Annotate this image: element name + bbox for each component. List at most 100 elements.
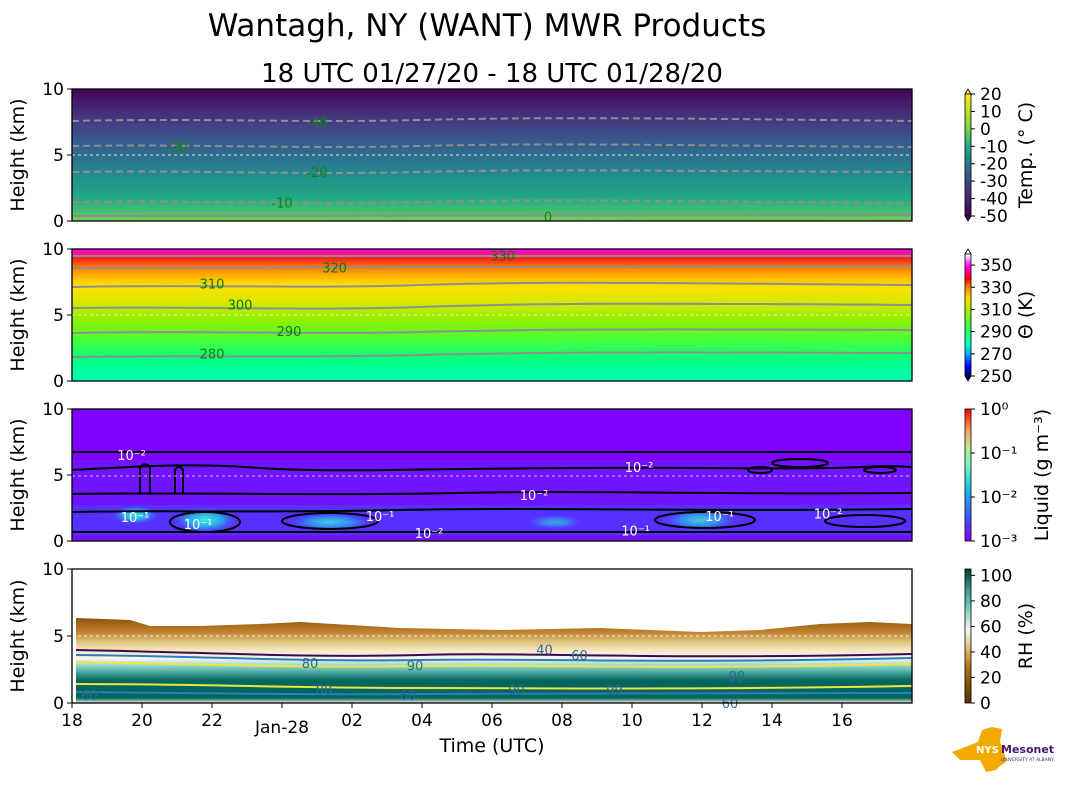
contour-label: 330: [490, 250, 515, 265]
temperature-panel: -40 -30 -20 -10 0: [71, 88, 913, 225]
colorbar-tick-label: -30: [980, 172, 1008, 192]
colorbar-tick-label: -40: [980, 190, 1008, 210]
y-axis-label: Height (km): [7, 258, 29, 371]
colorbar-tick-label: 40: [980, 643, 1002, 663]
contour-label: -10: [271, 197, 292, 212]
theta-colorbar: [964, 248, 972, 382]
rh-colorbar: [964, 568, 972, 704]
contour-label: 10⁻²: [814, 507, 843, 522]
liquid-panel: 10⁻² 10⁻¹ 10⁻¹ 10⁻¹ 10⁻² 10⁻² 10⁻² 10⁻¹ 10⁻¹ 10⁻²: [71, 408, 913, 542]
rh-panel: 60 80 60 80 90 40 60 90 99 99 60: [71, 568, 913, 712]
x-tick-label: 10: [621, 711, 643, 731]
colorbar-tick-label: 80: [980, 592, 1002, 612]
colorbar-tick-label: -10: [980, 137, 1008, 157]
colorbar-ticks: -50-40-30-20-100102025027029031033035010…: [971, 85, 1017, 714]
y-axis-label: Height (km): [7, 98, 29, 211]
y-tick-label: 5: [53, 627, 64, 647]
contour-label: 10⁻²: [520, 489, 549, 504]
x-tick-label: 20: [131, 711, 153, 731]
y-tick-label: 0: [53, 212, 64, 232]
contour-label: 10⁻²: [625, 461, 654, 476]
colorbar-tick-label: -50: [980, 207, 1008, 227]
colorbar-tick-label: 330: [980, 278, 1012, 298]
colorbar-tick-label: 10⁻²: [980, 488, 1017, 508]
y-axis-label: Height (km): [7, 418, 29, 531]
x-tick-label: 18: [61, 711, 83, 731]
contour-label: 80: [302, 657, 319, 672]
x-tick-label: 08: [551, 711, 573, 731]
contour-label: 90: [508, 684, 525, 699]
y-tick-label: 5: [53, 466, 64, 486]
contour-label: 60: [81, 689, 98, 704]
rh-colorbar-label: RH (%): [1015, 603, 1037, 669]
y-tick-label: 0: [53, 372, 64, 392]
colorbar-tick-label: 20: [980, 668, 1002, 688]
contour-label: -20: [306, 166, 327, 181]
x-tick-label: 12: [691, 711, 713, 731]
rh-field: [72, 618, 912, 703]
theta-contours: [72, 254, 912, 358]
colorbar-tick-label: 10⁻¹: [980, 444, 1017, 464]
x-tick-label: 14: [761, 711, 783, 731]
contour-label: 310: [200, 277, 225, 292]
y-axis-label: Height (km): [7, 579, 29, 692]
x-axis: 18 20 22 Jan-28 02 04 06 08 10 12 14 16: [61, 703, 853, 738]
contour-label: 10⁻¹: [121, 511, 150, 526]
colorbar-tick-label: 60: [980, 617, 1002, 637]
contour-label: -40: [306, 116, 327, 131]
contour-label: 80: [316, 684, 333, 699]
x-axis-label: Time (UTC): [438, 735, 544, 757]
x-tick-label: 02: [341, 711, 363, 731]
y-tick-label: 10: [42, 240, 64, 260]
logo-state-shape: [952, 727, 1006, 772]
colorbar-tick-label: -20: [980, 155, 1008, 175]
colorbar-tick-label: 10: [980, 102, 1002, 122]
contour-label: 60: [571, 649, 588, 664]
liquid-contours: [72, 450, 912, 541]
colorbar-tick-label: 0: [980, 120, 991, 140]
colorbar-tick-label: 250: [980, 367, 1012, 387]
nys-mesonet-logo: NYS Mesonet UNIVERSITY AT ALBANY: [952, 727, 1054, 772]
x-tick-label: Jan-28: [254, 718, 309, 738]
contour-label: 10⁻¹: [184, 518, 213, 533]
y-tick-label: 5: [53, 146, 64, 166]
y-tick-label: 10: [42, 80, 64, 100]
x-tick-label: 06: [481, 711, 503, 731]
logo-text-sub: UNIVERSITY AT ALBANY: [1001, 757, 1054, 763]
y-tick-label: 10: [42, 400, 64, 420]
x-tick-label: 22: [201, 711, 223, 731]
contour-label: 99: [606, 684, 623, 699]
y-tick-label: 0: [53, 694, 64, 714]
theta-colorbar-label: Θ (K): [1015, 291, 1037, 339]
contour-label: 99: [729, 670, 746, 685]
contour-label: 10⁻²: [415, 527, 444, 542]
liquid-colorbar: [964, 408, 972, 542]
logo-text-mesonet: Mesonet: [1001, 743, 1054, 756]
contour-label: 10⁻¹: [705, 510, 734, 525]
colorbar-tick-label: 270: [980, 345, 1012, 365]
contour-label: 40: [536, 643, 553, 658]
colorbar-tick-label: 310: [980, 300, 1012, 320]
contour-label: -30: [166, 141, 187, 156]
colorbar-tick-label: 290: [980, 323, 1012, 343]
contour-label: 320: [322, 261, 347, 276]
y-tick-label: 0: [53, 532, 64, 552]
contour-label: 290: [277, 325, 302, 340]
temperature-contours: [72, 117, 912, 217]
temperature-colorbar-label: Temp. (° C): [1015, 102, 1037, 209]
colorbar-tick-label: 350: [980, 256, 1012, 276]
contour-label: 90: [407, 659, 424, 674]
colorbar-tick-label: 0: [980, 694, 991, 714]
contour-label: 10⁻¹: [366, 510, 395, 525]
colorbar-tick-label: 10⁰: [980, 400, 1009, 420]
x-tick-label: 16: [831, 711, 853, 731]
contour-label: 60: [400, 689, 417, 704]
colorbar-tick-label: 20: [980, 85, 1002, 105]
contour-label: 300: [228, 298, 253, 313]
y-axes: 0 5 10 Height (km) 0 5 10 Height (km) 0 5 10 Height…: [7, 80, 72, 714]
figure-title: Wantagh, NY (WANT) MWR Products: [208, 8, 766, 44]
liquid-colorbar-label: Liquid (g m⁻³): [1031, 409, 1053, 541]
contour-label: 10⁻²: [117, 449, 146, 464]
